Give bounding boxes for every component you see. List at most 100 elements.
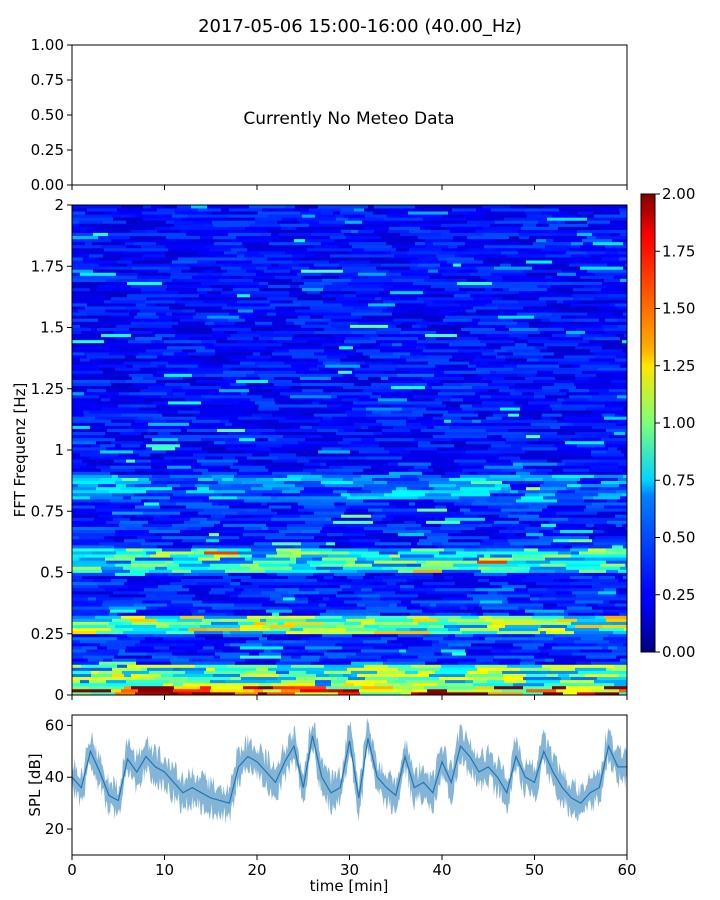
heatmap-cell xyxy=(303,627,329,632)
heatmap-cell xyxy=(263,688,282,693)
heatmap-cell xyxy=(220,407,259,411)
heatmap-cell xyxy=(342,303,369,307)
heatmap-cell xyxy=(296,560,308,564)
heatmap-cell xyxy=(126,364,134,368)
heatmap-cell xyxy=(601,437,628,442)
heatmap-cell xyxy=(207,517,224,521)
heatmap-cell xyxy=(272,486,290,491)
heatmap-cell xyxy=(462,364,469,368)
heatmap-cell xyxy=(72,437,116,442)
heatmap-cell xyxy=(413,688,428,693)
heatmap-cell xyxy=(510,391,523,396)
heatmap-cell xyxy=(207,627,241,632)
heatmap-cell xyxy=(398,532,406,537)
heatmap-cell xyxy=(389,226,421,230)
heatmap-cell xyxy=(269,241,313,246)
heatmap-cell xyxy=(454,459,487,463)
heatmap-cell xyxy=(222,287,234,292)
heatmap-cell xyxy=(167,603,194,607)
heatmap-cell xyxy=(291,208,310,212)
heatmap-cell xyxy=(316,566,344,570)
heatmap-cell xyxy=(622,523,628,527)
heatmap-cell xyxy=(121,486,146,491)
heatmap-cell xyxy=(89,254,104,258)
heatmap-cell xyxy=(267,266,293,270)
heatmap-cell xyxy=(72,287,91,292)
heatmap-cell xyxy=(72,376,116,380)
heatmap-cell xyxy=(522,446,558,451)
heatmap-cell xyxy=(620,566,628,570)
heatmap-cell xyxy=(244,587,276,592)
heatmap-cell xyxy=(166,419,193,423)
heatmap-cell xyxy=(244,254,265,258)
heatmap-cell xyxy=(455,633,474,638)
heatmap-cell xyxy=(72,443,85,448)
heatmap-cell xyxy=(327,532,344,537)
heatmap-cell xyxy=(605,443,628,448)
heatmap-cell xyxy=(72,505,96,509)
heatmap-cell xyxy=(339,275,369,279)
heatmap-cell xyxy=(342,682,355,687)
heatmap-cell xyxy=(608,646,618,650)
heatmap-cell xyxy=(424,278,446,282)
heatmap-cell xyxy=(421,563,454,567)
heatmap-cell xyxy=(281,655,292,659)
heatmap-cell xyxy=(215,529,251,534)
heatmap-cell xyxy=(344,563,354,567)
heatmap-cell xyxy=(317,578,353,583)
heatmap-cell xyxy=(197,459,239,463)
heatmap-cell xyxy=(72,401,98,405)
heatmap-cell xyxy=(72,508,97,512)
heatmap-cell xyxy=(115,624,157,629)
heatmap-cell xyxy=(426,336,437,341)
heatmap-cell xyxy=(260,376,275,380)
heatmap-cell xyxy=(428,269,439,273)
heatmap-cell xyxy=(202,658,246,662)
heatmap-cell xyxy=(527,575,571,580)
heatmap-cell xyxy=(620,232,628,237)
heatmap-cell xyxy=(380,538,420,543)
heatmap-cell xyxy=(203,299,238,304)
heatmap-cell xyxy=(319,401,354,405)
heatmap-cell xyxy=(301,382,343,387)
heatmap-cell xyxy=(429,483,457,488)
heatmap-cell xyxy=(586,526,627,531)
heatmap-cell xyxy=(177,655,215,659)
heatmap-cell xyxy=(427,627,449,632)
heatmap-cell xyxy=(587,217,628,221)
heatmap-cell xyxy=(116,551,147,555)
heatmap-cell xyxy=(501,345,536,350)
heatmap-cell xyxy=(574,379,590,384)
heatmap-cell xyxy=(495,483,511,488)
heatmap-cell xyxy=(576,593,618,598)
heatmap-cell xyxy=(436,254,456,258)
heatmap-cell xyxy=(252,453,270,457)
heatmap-cell xyxy=(231,263,272,267)
heatmap-cell xyxy=(414,465,429,469)
heatmap-cell xyxy=(205,330,214,335)
heatmap-cell xyxy=(184,278,220,282)
heatmap-cell xyxy=(135,642,177,647)
heatmap-cell xyxy=(99,361,114,365)
heatmap-cell xyxy=(306,639,343,644)
heatmap-cell xyxy=(315,679,332,684)
heatmap-cell xyxy=(296,557,313,561)
heatmap-cell xyxy=(522,578,554,583)
heatmap-cell xyxy=(326,685,363,690)
heatmap-cell xyxy=(523,676,562,681)
heatmap-cell xyxy=(275,306,282,310)
heatmap-cell xyxy=(471,480,503,485)
heatmap-cell xyxy=(335,505,350,509)
heatmap-cell xyxy=(314,413,348,417)
heatmap-cell xyxy=(512,554,544,558)
heatmap-cell xyxy=(284,480,322,485)
heatmap-cell xyxy=(72,272,81,276)
heatmap-cell xyxy=(391,410,413,414)
heatmap-cell xyxy=(502,416,534,420)
heatmap-cell xyxy=(621,450,628,454)
heatmap-cell xyxy=(301,373,314,377)
heatmap-cell xyxy=(141,541,174,546)
spectrogram-y-tick-label: 0.25 xyxy=(31,625,64,643)
heatmap-cell xyxy=(238,593,271,598)
heatmap-cell xyxy=(175,211,213,215)
